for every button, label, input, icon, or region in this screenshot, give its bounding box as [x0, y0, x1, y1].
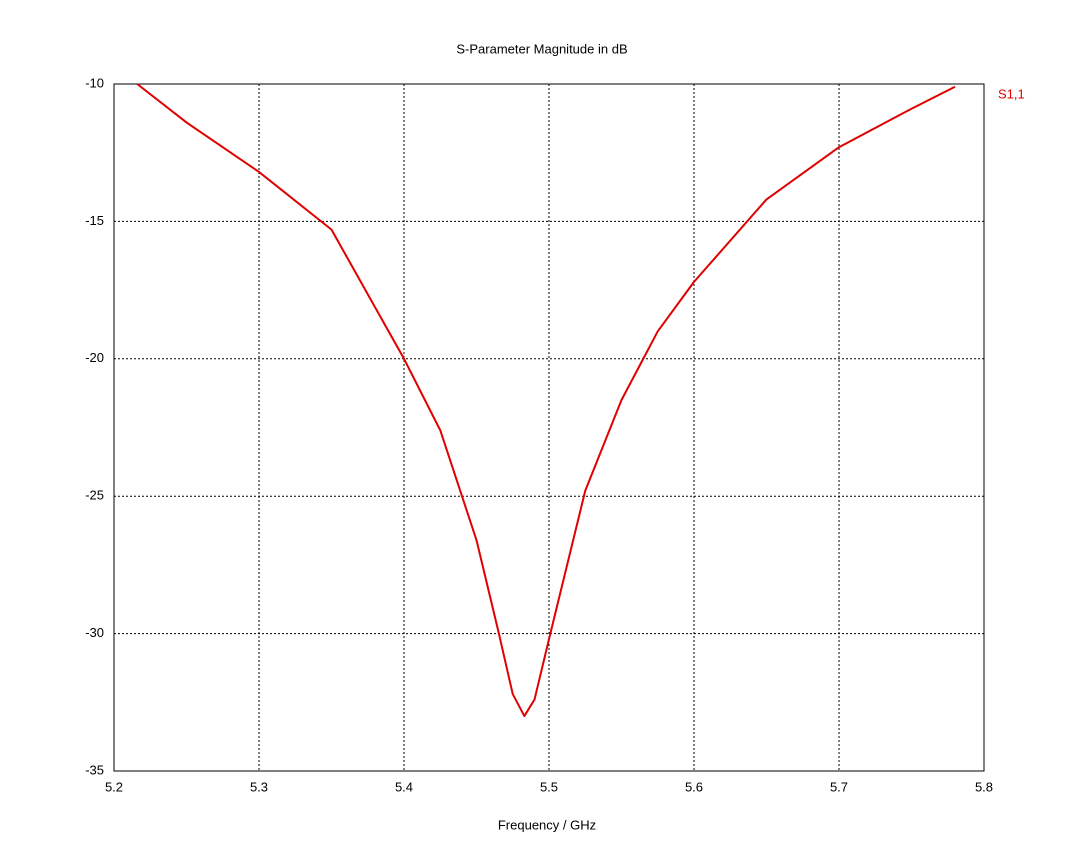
y-tick-label: -15 — [85, 213, 104, 228]
legend-entry: S1,1 — [998, 86, 1025, 101]
y-tick-label: -20 — [85, 350, 104, 365]
x-tick-label: 5.4 — [395, 779, 413, 794]
chart-title: S-Parameter Magnitude in dB — [456, 41, 627, 56]
x-tick-label: 5.7 — [830, 779, 848, 794]
x-axis-label: Frequency / GHz — [498, 817, 596, 832]
y-tick-label: -10 — [85, 75, 104, 90]
x-tick-label: 5.3 — [250, 779, 268, 794]
y-tick-label: -25 — [85, 488, 104, 503]
x-tick-label: 5.6 — [685, 779, 703, 794]
x-tick-label: 5.5 — [540, 779, 558, 794]
x-tick-label: 5.2 — [105, 779, 123, 794]
line-series — [136, 83, 956, 718]
y-tick-label: -35 — [85, 762, 104, 777]
y-tick-label: -30 — [85, 625, 104, 640]
x-tick-label: 5.8 — [975, 779, 993, 794]
